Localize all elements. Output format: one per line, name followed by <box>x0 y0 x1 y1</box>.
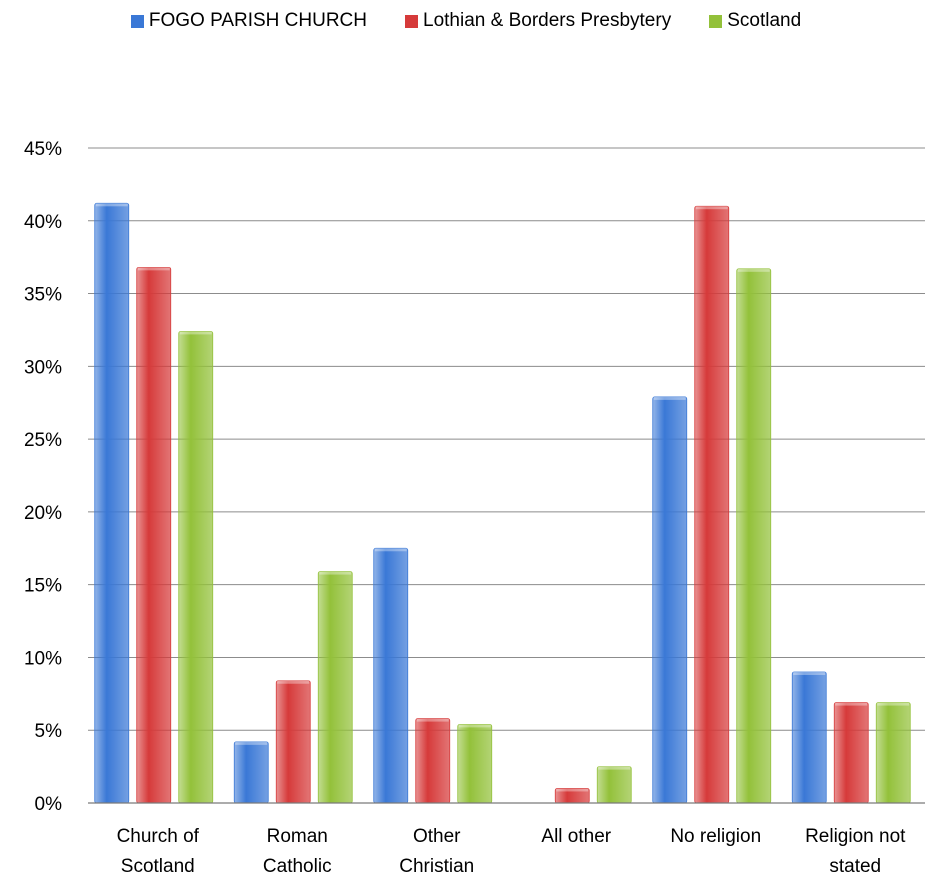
y-tick-label: 5% <box>35 721 63 742</box>
bar <box>457 724 493 804</box>
bar <box>178 330 214 804</box>
bar-highlight <box>95 203 128 207</box>
bar-highlight <box>235 741 268 745</box>
x-tick-label: Church of <box>117 826 200 847</box>
y-tick-label: 10% <box>24 648 62 669</box>
bar <box>317 571 353 804</box>
y-tick-label: 15% <box>24 576 62 597</box>
bar-highlight <box>598 766 631 770</box>
bar-highlight <box>835 702 868 706</box>
bar-highlight <box>374 548 407 552</box>
legend-swatch-scotland <box>709 14 723 28</box>
legend-label-scotland: Scotland <box>727 10 802 31</box>
bar-highlight <box>179 331 212 335</box>
bar <box>833 702 869 804</box>
bar-highlight <box>737 268 770 272</box>
bar <box>596 766 632 804</box>
bar-highlight <box>793 672 826 675</box>
bar <box>94 202 130 804</box>
bar <box>652 396 688 804</box>
chart-legend: FOGO PARISH CHURCH Lothian & Borders Pre… <box>0 10 932 32</box>
legend-item-fogo: FOGO PARISH CHURCH <box>130 10 368 32</box>
bar <box>275 680 311 804</box>
bar-highlight <box>277 680 310 684</box>
x-tick-label: Catholic <box>263 856 332 877</box>
y-tick-label: 35% <box>24 285 62 306</box>
bar <box>791 671 827 804</box>
y-tick-label: 0% <box>35 794 63 815</box>
x-tick-label: All other <box>541 826 611 847</box>
bar-highlight <box>319 571 352 575</box>
x-tick-label: Roman <box>267 826 328 847</box>
x-tick-label: stated <box>829 856 881 877</box>
legend-swatch-lothian <box>405 14 419 28</box>
x-tick-label: Religion not <box>805 826 906 847</box>
x-tick-label: Other <box>413 826 461 847</box>
bar <box>736 268 772 804</box>
bar-highlight <box>556 788 589 792</box>
bar <box>233 741 269 804</box>
bar-highlight <box>416 718 449 722</box>
y-tick-label: 25% <box>24 430 62 451</box>
legend-label-lothian: Lothian & Borders Presbytery <box>423 10 672 31</box>
x-tick-label: Scotland <box>121 856 195 877</box>
y-tick-label: 20% <box>24 503 62 524</box>
bar <box>373 547 409 804</box>
x-tick-label: No religion <box>670 826 761 847</box>
bar-highlight <box>458 724 491 728</box>
bar <box>694 205 730 804</box>
bar-highlight <box>877 702 910 706</box>
bar-highlight <box>137 267 170 271</box>
bar-highlight <box>653 396 686 400</box>
x-tick-label: Christian <box>399 856 474 877</box>
y-tick-label: 45% <box>24 139 62 160</box>
bar <box>415 718 451 804</box>
y-tick-label: 30% <box>24 357 62 378</box>
bar <box>136 266 172 804</box>
bar <box>875 702 911 804</box>
legend-label-fogo: FOGO PARISH CHURCH <box>148 10 368 31</box>
legend-swatch-fogo <box>130 14 144 28</box>
y-tick-label: 40% <box>24 212 62 233</box>
legend-item-lothian: Lothian & Borders Presbytery <box>405 10 671 32</box>
legend-item-scotland: Scotland <box>709 10 801 32</box>
bar-highlight <box>695 206 728 210</box>
